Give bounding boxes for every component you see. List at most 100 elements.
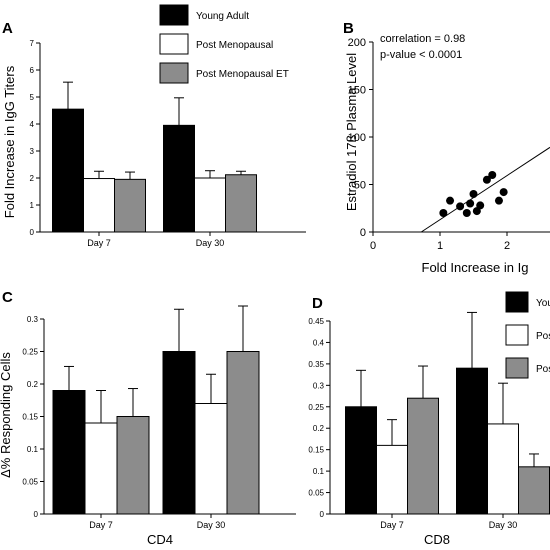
panel-c-bar bbox=[84, 422, 118, 515]
panel-d-y-tick-label: 0.05 bbox=[308, 489, 324, 498]
panel-c-bar bbox=[162, 351, 196, 515]
panel-b-correlation-annotation: correlation = 0.98 bbox=[380, 33, 465, 45]
panel-c-y-tick-label: 0.1 bbox=[27, 445, 39, 454]
panel-c-y-tick-label: 0.3 bbox=[27, 315, 39, 324]
panel-a-category-label: Day 30 bbox=[196, 238, 225, 248]
panel-d-legend-label: Post bbox=[536, 364, 550, 375]
panel-label-d: D bbox=[312, 295, 323, 312]
panel-c-bar bbox=[52, 390, 86, 515]
panel-b-point bbox=[462, 209, 471, 217]
panel-d-legend: Youn Post Post bbox=[505, 291, 550, 379]
panel-c-category-label: Day 30 bbox=[197, 520, 226, 530]
panel-b-point bbox=[499, 188, 508, 197]
panel-a-bar bbox=[52, 108, 84, 233]
panel-b-y-tick-label: 50 bbox=[354, 180, 366, 192]
panel-b-point bbox=[482, 175, 491, 184]
panel-d-legend-label: Youn bbox=[536, 298, 550, 309]
panel-c-bar bbox=[194, 403, 228, 515]
panel-d-bar bbox=[407, 397, 439, 515]
panel-d-legend-swatch bbox=[505, 357, 529, 379]
panel-a-y-tick-label: 1 bbox=[30, 201, 35, 210]
panel-a-legend-label: Post Menopausal bbox=[196, 40, 273, 51]
panel-b-point bbox=[456, 202, 465, 211]
panel-b-scatter-plot: 0 50 100 150 200 0 1 2 bbox=[348, 37, 550, 252]
panel-d-bar bbox=[456, 367, 488, 515]
panel-a-legend-label: Post Menopausal ET bbox=[196, 69, 289, 80]
panel-c-bar bbox=[226, 351, 260, 515]
panel-d-y-tick-label: 0.35 bbox=[308, 360, 324, 369]
panel-b-y-tick-label: 0 bbox=[360, 227, 366, 239]
panel-a-y-tick-label: 7 bbox=[30, 39, 35, 48]
panel-b-x-tick-label: 0 bbox=[370, 240, 376, 252]
panel-d-y-tick-label: 0.1 bbox=[313, 467, 325, 476]
panel-c-subtitle: CD4 bbox=[147, 532, 173, 547]
panel-a-bar bbox=[114, 178, 146, 233]
panel-b-point bbox=[476, 201, 485, 210]
panel-a-y-tick-label: 6 bbox=[30, 66, 35, 75]
panel-a-legend-swatch bbox=[159, 33, 189, 55]
panel-a-y-axis-label: Fold Increase in IgG Titers bbox=[2, 65, 17, 218]
panel-b-pvalue-annotation: p-value < 0.0001 bbox=[380, 49, 462, 61]
panel-b-point bbox=[494, 196, 503, 205]
panel-d-category-label: Day 30 bbox=[489, 520, 518, 530]
panel-a-y-tick-label: 2 bbox=[30, 174, 35, 183]
panel-c-y-tick-label: 0 bbox=[34, 510, 39, 519]
panel-c-y-tick-label: 0.15 bbox=[22, 413, 38, 422]
panel-c-y-axis-label: Δ% Responding Cells bbox=[0, 352, 13, 478]
panel-a-legend: Young Adult Post Menopausal Post Menopausa… bbox=[159, 4, 289, 84]
panel-a-bar bbox=[225, 174, 257, 233]
panel-d-bar-chart: 0 0.05 0.1 0.15 0.2 0.25 0.3 0.35 0.4 0.45 Day 7 Da… bbox=[308, 311, 550, 530]
panel-a-legend-label: Young Adult bbox=[196, 11, 249, 22]
panel-d-y-tick-label: 0.25 bbox=[308, 403, 324, 412]
panel-d-legend-swatch bbox=[505, 291, 529, 313]
panel-a-legend-swatch bbox=[159, 4, 189, 26]
panel-d-y-tick-label: 0.3 bbox=[313, 381, 325, 390]
panel-a-category-label: Day 7 bbox=[87, 238, 111, 248]
panel-a-y-tick-label: 0 bbox=[30, 228, 35, 237]
panel-d-bar bbox=[376, 444, 408, 515]
panel-c-y-tick-label: 0.25 bbox=[22, 348, 38, 357]
panel-b-point bbox=[469, 190, 478, 198]
panel-a-bar bbox=[163, 124, 195, 233]
panel-label-a: A bbox=[2, 20, 13, 37]
panel-d-bar bbox=[345, 406, 377, 515]
panel-d-y-tick-label: 0 bbox=[320, 510, 325, 519]
panel-b-x-axis-label: Fold Increase in Ig bbox=[422, 260, 529, 275]
panel-c-y-tick-label: 0.2 bbox=[27, 380, 39, 389]
panel-d-category-label: Day 7 bbox=[380, 520, 404, 530]
panel-d-bar bbox=[487, 423, 519, 515]
panel-d-bar bbox=[518, 466, 550, 515]
panel-d-y-tick-label: 0.2 bbox=[313, 424, 325, 433]
panel-a-bar bbox=[194, 177, 226, 233]
panel-c-bar-chart: 0 0.05 0.1 0.15 0.2 0.25 0.3 Day 7 Day 30 bbox=[22, 305, 296, 530]
panel-c-bar bbox=[116, 416, 150, 515]
panel-a-bar-chart: 0 1 2 3 4 5 6 7 Day 7 Day 30 bbox=[30, 39, 306, 248]
panel-c-category-label: Day 7 bbox=[89, 520, 113, 530]
panel-b-point bbox=[439, 209, 448, 217]
panel-c-y-tick-label: 0.05 bbox=[22, 478, 38, 487]
panel-b-y-tick-label: 100 bbox=[348, 132, 366, 144]
panel-b-y-axis-label: Estradiol 17ß Plasma Level bbox=[344, 53, 359, 211]
panel-b-x-tick-label: 1 bbox=[437, 240, 443, 252]
panel-d-legend-swatch bbox=[505, 324, 529, 346]
panel-d-y-tick-label: 0.4 bbox=[313, 338, 325, 347]
panel-a-y-tick-label: 5 bbox=[30, 93, 35, 102]
panel-b-point bbox=[466, 199, 475, 208]
panel-a-y-tick-label: 4 bbox=[30, 120, 35, 129]
panel-d-y-tick-label: 0.15 bbox=[308, 446, 324, 455]
panel-b-y-tick-label: 200 bbox=[348, 37, 366, 49]
panel-a-legend-swatch bbox=[159, 62, 189, 84]
panel-b-x-tick-label: 2 bbox=[504, 240, 510, 252]
panel-b-trendline bbox=[420, 146, 550, 233]
panel-label-c: C bbox=[2, 289, 13, 306]
panel-label-b: B bbox=[343, 20, 354, 37]
panel-b-point bbox=[488, 171, 497, 179]
panel-d-y-tick-label: 0.45 bbox=[308, 317, 324, 326]
panel-a-y-tick-label: 3 bbox=[30, 147, 35, 156]
panel-d-subtitle: CD8 bbox=[424, 532, 450, 547]
panel-b-point bbox=[446, 196, 455, 205]
panel-b-y-tick-label: 150 bbox=[348, 85, 366, 97]
panel-a-bar bbox=[83, 178, 115, 233]
panel-d-legend-label: Post bbox=[536, 331, 550, 342]
